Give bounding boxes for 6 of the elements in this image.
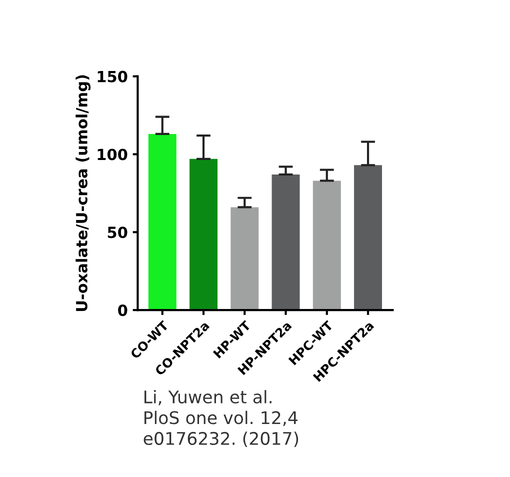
y-tick-label: 100 — [98, 148, 128, 160]
y-axis-title: U-oxalate/U-crea (umol/mg) — [76, 75, 91, 312]
y-tick-label: 150 — [98, 70, 128, 82]
text: Li, Yuwen et al. PloS one vol. 12,4 e0176232. (2017) — [144, 390, 298, 448]
y-tick-label: 0 — [118, 304, 128, 316]
y-tick-label: 50 — [108, 226, 128, 238]
